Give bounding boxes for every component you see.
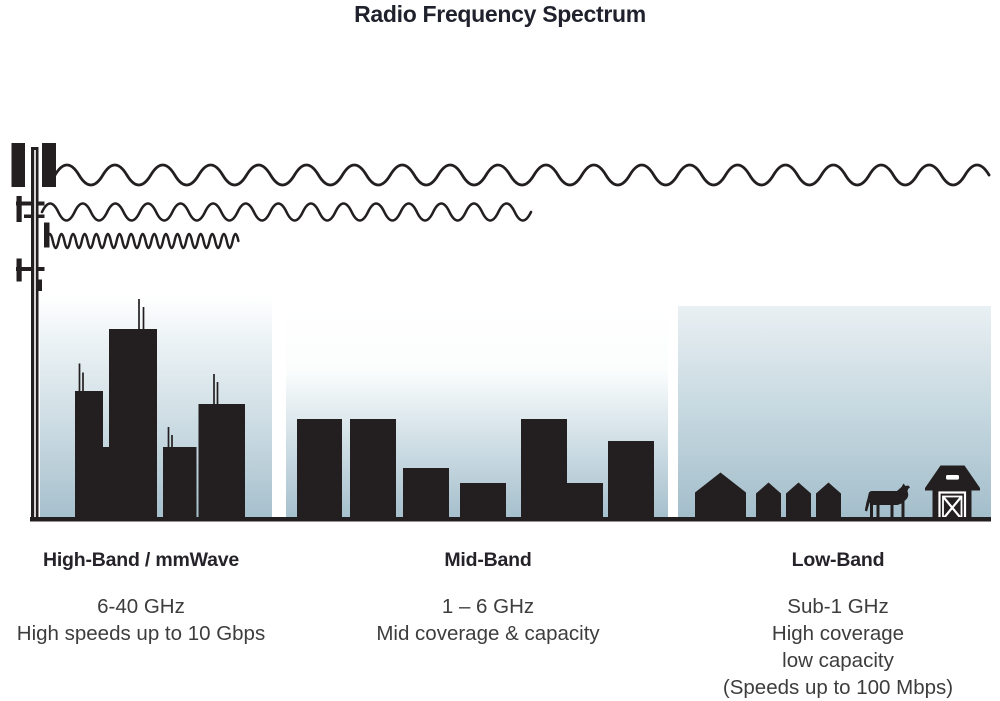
spectrum-illustration (11, 143, 991, 522)
mid-band-header: Mid-Band (444, 549, 532, 571)
low-band-coverage: High coverage (771, 622, 905, 645)
mid-band-frequency: 1 – 6 GHz (441, 595, 535, 618)
high-band-header: High-Band / mmWave (42, 549, 240, 571)
high-band-label: High-Band / mmWave 6-40 GHz High speeds … (8, 549, 274, 647)
ground-line (30, 517, 991, 522)
high-band-description: High speeds up to 10 Gbps (16, 622, 266, 645)
city-skyline-icon (75, 299, 245, 518)
long-wavelength-wave-icon (53, 163, 991, 187)
medium-wavelength-wave-icon (40, 202, 533, 222)
cell-tower-icon (11, 143, 56, 518)
low-band-speed: (Speeds up to 100 Mbps) (722, 676, 954, 699)
short-wavelength-wave-icon (45, 232, 240, 250)
barn-icon (925, 465, 980, 521)
houses-icon (695, 472, 841, 519)
low-band-header: Low-Band (791, 549, 885, 571)
mid-band-description: Mid coverage & capacity (376, 622, 600, 645)
rooftop-antennas (78, 299, 219, 447)
low-band-frequency: Sub-1 GHz (787, 595, 889, 618)
midrise-skyline-icon (297, 419, 654, 518)
low-band-label: Low-Band Sub-1 GHz High coverage low cap… (666, 549, 1000, 701)
high-band-frequency: 6-40 GHz (97, 595, 185, 618)
diagram-title: Radio Frequency Spectrum (354, 1, 646, 27)
low-band-capacity: low capacity (782, 649, 894, 672)
mid-band-sky-panel (286, 308, 668, 517)
cow-icon (864, 483, 910, 519)
mid-band-label: Mid-Band 1 – 6 GHz Mid coverage & capaci… (330, 549, 646, 647)
barn-loft-vent (946, 475, 959, 480)
